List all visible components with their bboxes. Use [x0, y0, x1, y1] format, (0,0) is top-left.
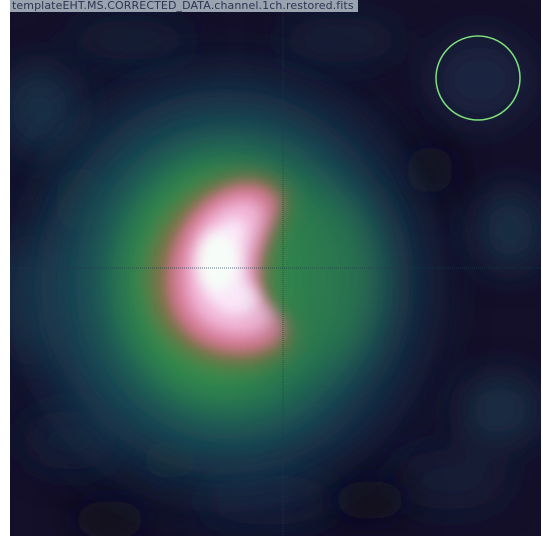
beam-ellipse-icon	[435, 35, 521, 121]
image-title-label: templateEHT.MS.CORRECTED_DATA.channel.1c…	[10, 0, 358, 12]
image-canvas[interactable]	[10, 0, 541, 536]
radio-image	[10, 0, 541, 536]
